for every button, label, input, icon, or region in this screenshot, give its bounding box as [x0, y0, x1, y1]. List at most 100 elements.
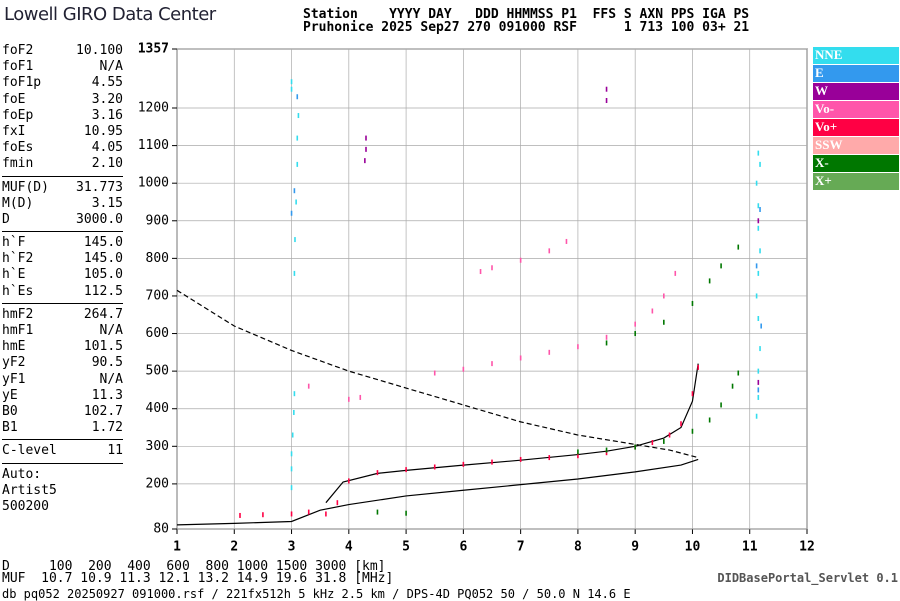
parameter-name: foF1 — [2, 59, 34, 75]
parameter-value: 264.7 — [83, 306, 123, 322]
parameter-value: N/A — [99, 323, 123, 338]
parameter-row: foEp 3.16 — [2, 108, 123, 124]
parameter-row: yE 11.3 — [2, 388, 123, 404]
y-tick-label: 900 — [146, 213, 169, 228]
parameter-row: D 3000.0 — [2, 212, 123, 228]
parameter-value: 90.5 — [91, 355, 123, 371]
parameter-name: MUF(D) — [2, 179, 49, 195]
y-tick-label: 200 — [146, 476, 169, 491]
profile-line — [176, 458, 699, 526]
parameter-row: h`F2 145.0 — [2, 251, 123, 267]
echo-point — [519, 355, 522, 361]
echo-point — [757, 270, 760, 276]
parameter-value: 145.0 — [83, 251, 123, 267]
echo-point — [759, 248, 761, 254]
legend-swatch — [813, 101, 899, 118]
parameter-value: 3.16 — [91, 107, 123, 123]
echo-point — [307, 383, 310, 389]
echo-point — [720, 263, 722, 269]
auto-line: Artist5 — [2, 483, 57, 498]
parameter-row: M(D) 3.15 — [2, 196, 123, 212]
echo-point — [462, 461, 465, 467]
parameter-row: h`Es 112.5 — [2, 284, 123, 300]
echo-point — [708, 417, 711, 423]
echo-point — [757, 394, 760, 400]
legend-label: X+ — [815, 173, 832, 188]
parameter-row: h`E 105.0 — [2, 267, 123, 283]
echo-point — [577, 344, 579, 350]
parameter-name: foEs — [2, 140, 34, 156]
parameter-group: C-level 11 — [2, 442, 123, 464]
parameter-row: fxI 10.95 — [2, 124, 123, 140]
parameter-value: 3000.0 — [76, 211, 123, 227]
echo-point — [293, 270, 296, 276]
echo-point — [405, 467, 407, 473]
y-tick-label: 800 — [146, 251, 169, 266]
echo-point — [296, 135, 299, 141]
echo-point — [365, 135, 367, 141]
echo-point — [296, 94, 299, 100]
legend-label: Vo- — [815, 101, 834, 116]
echo-point — [291, 432, 294, 438]
parameter-name: fxI — [2, 123, 26, 139]
parameter-row: hmE 101.5 — [2, 339, 123, 355]
legend-swatch — [813, 173, 899, 190]
echo-point — [605, 450, 608, 456]
parameter-row: foEs 4.05 — [2, 140, 123, 156]
echo-point — [290, 451, 293, 457]
legend-swatch — [813, 119, 899, 136]
parameters: foF2 10.100 foF1 N/A foF1p 4.55 foE 3.20 foEp 3.1… — [2, 42, 123, 466]
parameter-value: 112.5 — [83, 283, 123, 299]
echo-point — [755, 263, 758, 269]
echo-point — [757, 316, 760, 322]
echo-point — [405, 510, 407, 516]
parameter-value: 3.15 — [91, 195, 123, 211]
y-tick-label: 700 — [146, 288, 169, 303]
parameter-value: 11.3 — [91, 387, 123, 403]
echo-point — [491, 265, 493, 271]
parameter-value: 1.72 — [91, 420, 123, 436]
parameter-value: 2.10 — [91, 156, 123, 172]
echo-point — [336, 500, 339, 506]
x-tick-label: 4 — [345, 540, 353, 555]
parameter-value: 10.100 — [76, 43, 123, 58]
parameter-value: N/A — [99, 371, 123, 387]
parameter-name: hmF1 — [2, 323, 34, 338]
legend-label: E — [815, 65, 824, 80]
parameter-group: foF2 10.100 foF1 N/A foF1p 4.55 foE 3.20 foEp 3.1… — [2, 42, 123, 177]
echo-point — [365, 146, 367, 152]
echo-point — [731, 383, 734, 389]
y-tick-label: 400 — [146, 401, 169, 416]
echo-point — [759, 346, 761, 352]
echo-point — [359, 394, 362, 400]
echo-point — [293, 188, 296, 194]
echo-point — [651, 308, 654, 314]
parameter-name: h`Es — [2, 283, 34, 299]
parameter-value: 3.20 — [91, 91, 123, 107]
parameter-value: 10.95 — [83, 123, 123, 139]
echo-point — [290, 210, 293, 216]
echo-point — [757, 218, 760, 224]
echo-point — [376, 509, 379, 515]
echo-point — [720, 402, 722, 408]
echo-point — [348, 396, 350, 402]
x-tick-label: 8 — [574, 540, 582, 555]
parameter-row: h`F 145.0 — [2, 235, 123, 251]
echo-point — [691, 300, 694, 306]
echo-point — [239, 512, 241, 518]
auto-line: Auto: — [2, 467, 42, 482]
parameter-name: yF2 — [2, 355, 26, 371]
parameter-value: 145.0 — [83, 235, 123, 251]
echo-point — [565, 238, 568, 244]
parameter-row: foF1p 4.55 — [2, 75, 123, 91]
plot-frame — [176, 48, 808, 530]
echo-point — [757, 203, 760, 209]
y-tick-label: 1357 — [138, 42, 169, 57]
echo-point — [577, 449, 579, 455]
muf-row: MUF 10.7 10.9 11.3 12.1 13.2 14.9 19.6 3… — [2, 571, 394, 586]
logo: Lowell GIRO Data Center — [4, 4, 216, 25]
header-line: Station YYYY DAY DDD HHMMSS P1 FFS S AXN… — [303, 7, 750, 22]
x-tick-label: 12 — [799, 540, 815, 555]
echo-point — [634, 321, 636, 327]
